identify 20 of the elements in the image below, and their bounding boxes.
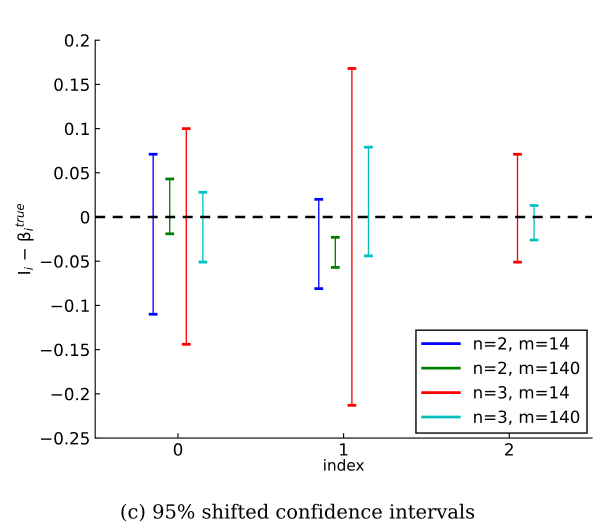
y-axis-title: I$_{i}$ − β$_{i}$$^{true}$ (16, 204, 34, 274)
y-tick-label: 0.05 (54, 166, 89, 180)
y-tick-label: 0.2 (64, 34, 89, 47)
x-tick-label: 1 (340, 443, 348, 456)
text: (c) 95% shifted confidence intervals (121, 504, 474, 522)
y-tick-label: −0.2 (52, 388, 89, 400)
legend-label: n=2, m=14 (474, 337, 569, 352)
legend-label: n=2, m=140 (474, 362, 580, 376)
y-tick-label: −0.05 (41, 255, 89, 268)
y-tick-label: −0.1 (52, 299, 89, 312)
x-tick-label: 0 (174, 443, 182, 456)
y-tick-label: 0.1 (64, 122, 89, 136)
y-tick-label: 0.15 (54, 78, 89, 91)
legend-label: n=3, m=14 (474, 386, 569, 400)
y-tick-label: 0 (80, 210, 90, 224)
x-axis-title: index (324, 459, 364, 471)
y-tick-label: −0.15 (41, 344, 89, 356)
y-tick-label: −0.25 (41, 432, 89, 445)
legend-label: n=3, m=140 (474, 410, 580, 425)
x-tick-label: 2 (505, 443, 513, 456)
